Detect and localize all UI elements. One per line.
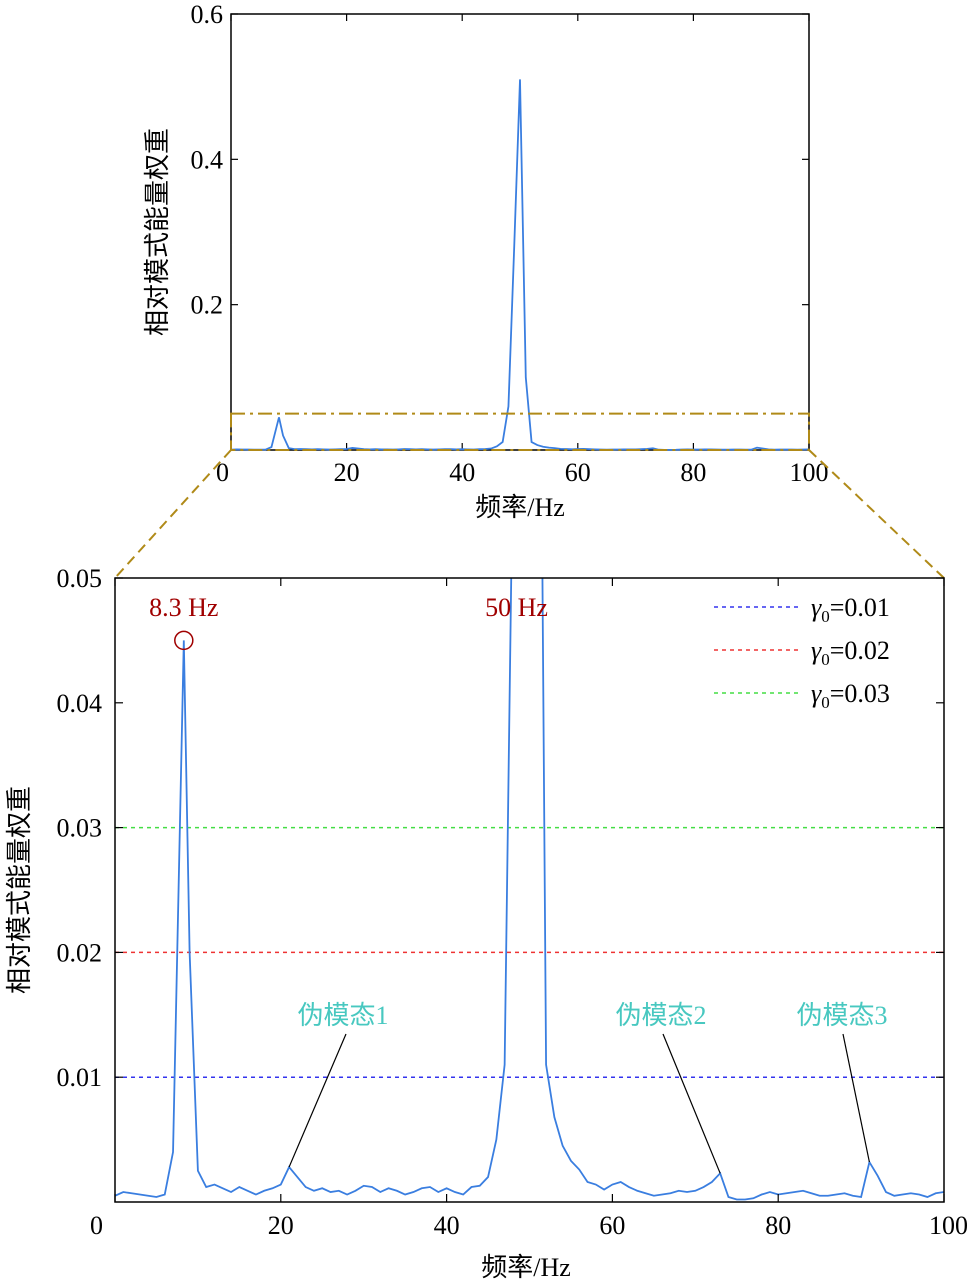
legend-entry: γ0=0.03 [811,679,890,712]
overview-x-tick-label: 60 [565,458,591,487]
legend-entry-value: =0.02 [830,636,890,665]
zoom-y-axis-label: 相对模式能量权重 [5,786,34,994]
overview-y-tick-label: 0.4 [191,145,224,174]
zoom-y-tick-label: 0.02 [57,938,103,967]
zoom-chart: 0.010.020.030.040.05 0 20 40 60 80 100 γ0=0.0… [5,564,968,1282]
overview-y-tick-label: 0.6 [191,0,224,29]
legend-entry-subscript: 0 [821,650,830,669]
overview-y-axis-label: 相对模式能量权重 [143,128,172,336]
legend-entry-symbol: γ [811,593,822,622]
zoom-x-tick-label: 20 [268,1211,294,1240]
pseudo-mode-pointer [842,1033,870,1163]
zoom-y-tick-label: 0.01 [57,1063,103,1092]
zoom-plot-frame [114,577,945,1203]
overview-x-axis-label: 频率/Hz [475,493,565,522]
zoom-series-line [115,578,944,1201]
pseudo-mode-pointer [662,1033,721,1174]
pseudo-mode-label: 伪模态1 [297,1001,388,1030]
zoom-x-tick-label: 60 [599,1211,625,1240]
legend-entry: γ0=0.02 [811,636,890,669]
legend-entry-subscript: 0 [821,607,830,626]
zoom-y-tick-label: 0.05 [57,564,103,593]
peak-marker-circle [174,630,194,651]
zoom-x-tick-label: 40 [434,1211,460,1240]
legend-entry-symbol: γ [811,636,822,665]
legend-entry: γ0=0.01 [811,593,890,626]
pseudo-mode-pointer [288,1033,347,1168]
zoom-indicator [114,412,945,579]
overview-x-tick-label: 80 [680,458,706,487]
zoom-region-box [230,412,810,451]
overview-series-line [230,79,810,451]
zoom-x-tick-label: 80 [765,1211,791,1240]
pseudo-mode-label: 伪模态3 [796,1001,887,1030]
peak-label-8-3hz: 8.3 Hz [149,593,218,622]
peak-label-50hz: 50 Hz [485,593,548,622]
legend-entry-subscript: 0 [821,693,830,712]
zoom-x-tick-label: 100 [929,1211,968,1240]
zoom-connector-right [808,449,945,579]
overview-x-tick-label: 20 [334,458,360,487]
legend-entry-value: =0.01 [830,593,890,622]
zoom-x-axis-label: 频率/Hz [481,1253,571,1282]
overview-x-tick-label: 40 [449,458,475,487]
overview-y-tick-label: 0.2 [191,291,224,320]
overview-chart: 0.20.40.6 0 20 40 60 80 100 频率/Hz 相对模式能量权重 [143,0,829,522]
legend-entry-value: =0.03 [830,679,890,708]
zoom-y-tick-label: 0.04 [57,689,103,718]
pseudo-mode-label: 伪模态2 [615,1001,706,1030]
zoom-y-tick-label: 0.03 [57,814,103,843]
legend-entry-symbol: γ [811,679,822,708]
zoom-x-tick-label: 0 [90,1211,103,1240]
overview-x-tick-label: 0 [216,458,229,487]
zoom-connector-left [114,449,232,579]
